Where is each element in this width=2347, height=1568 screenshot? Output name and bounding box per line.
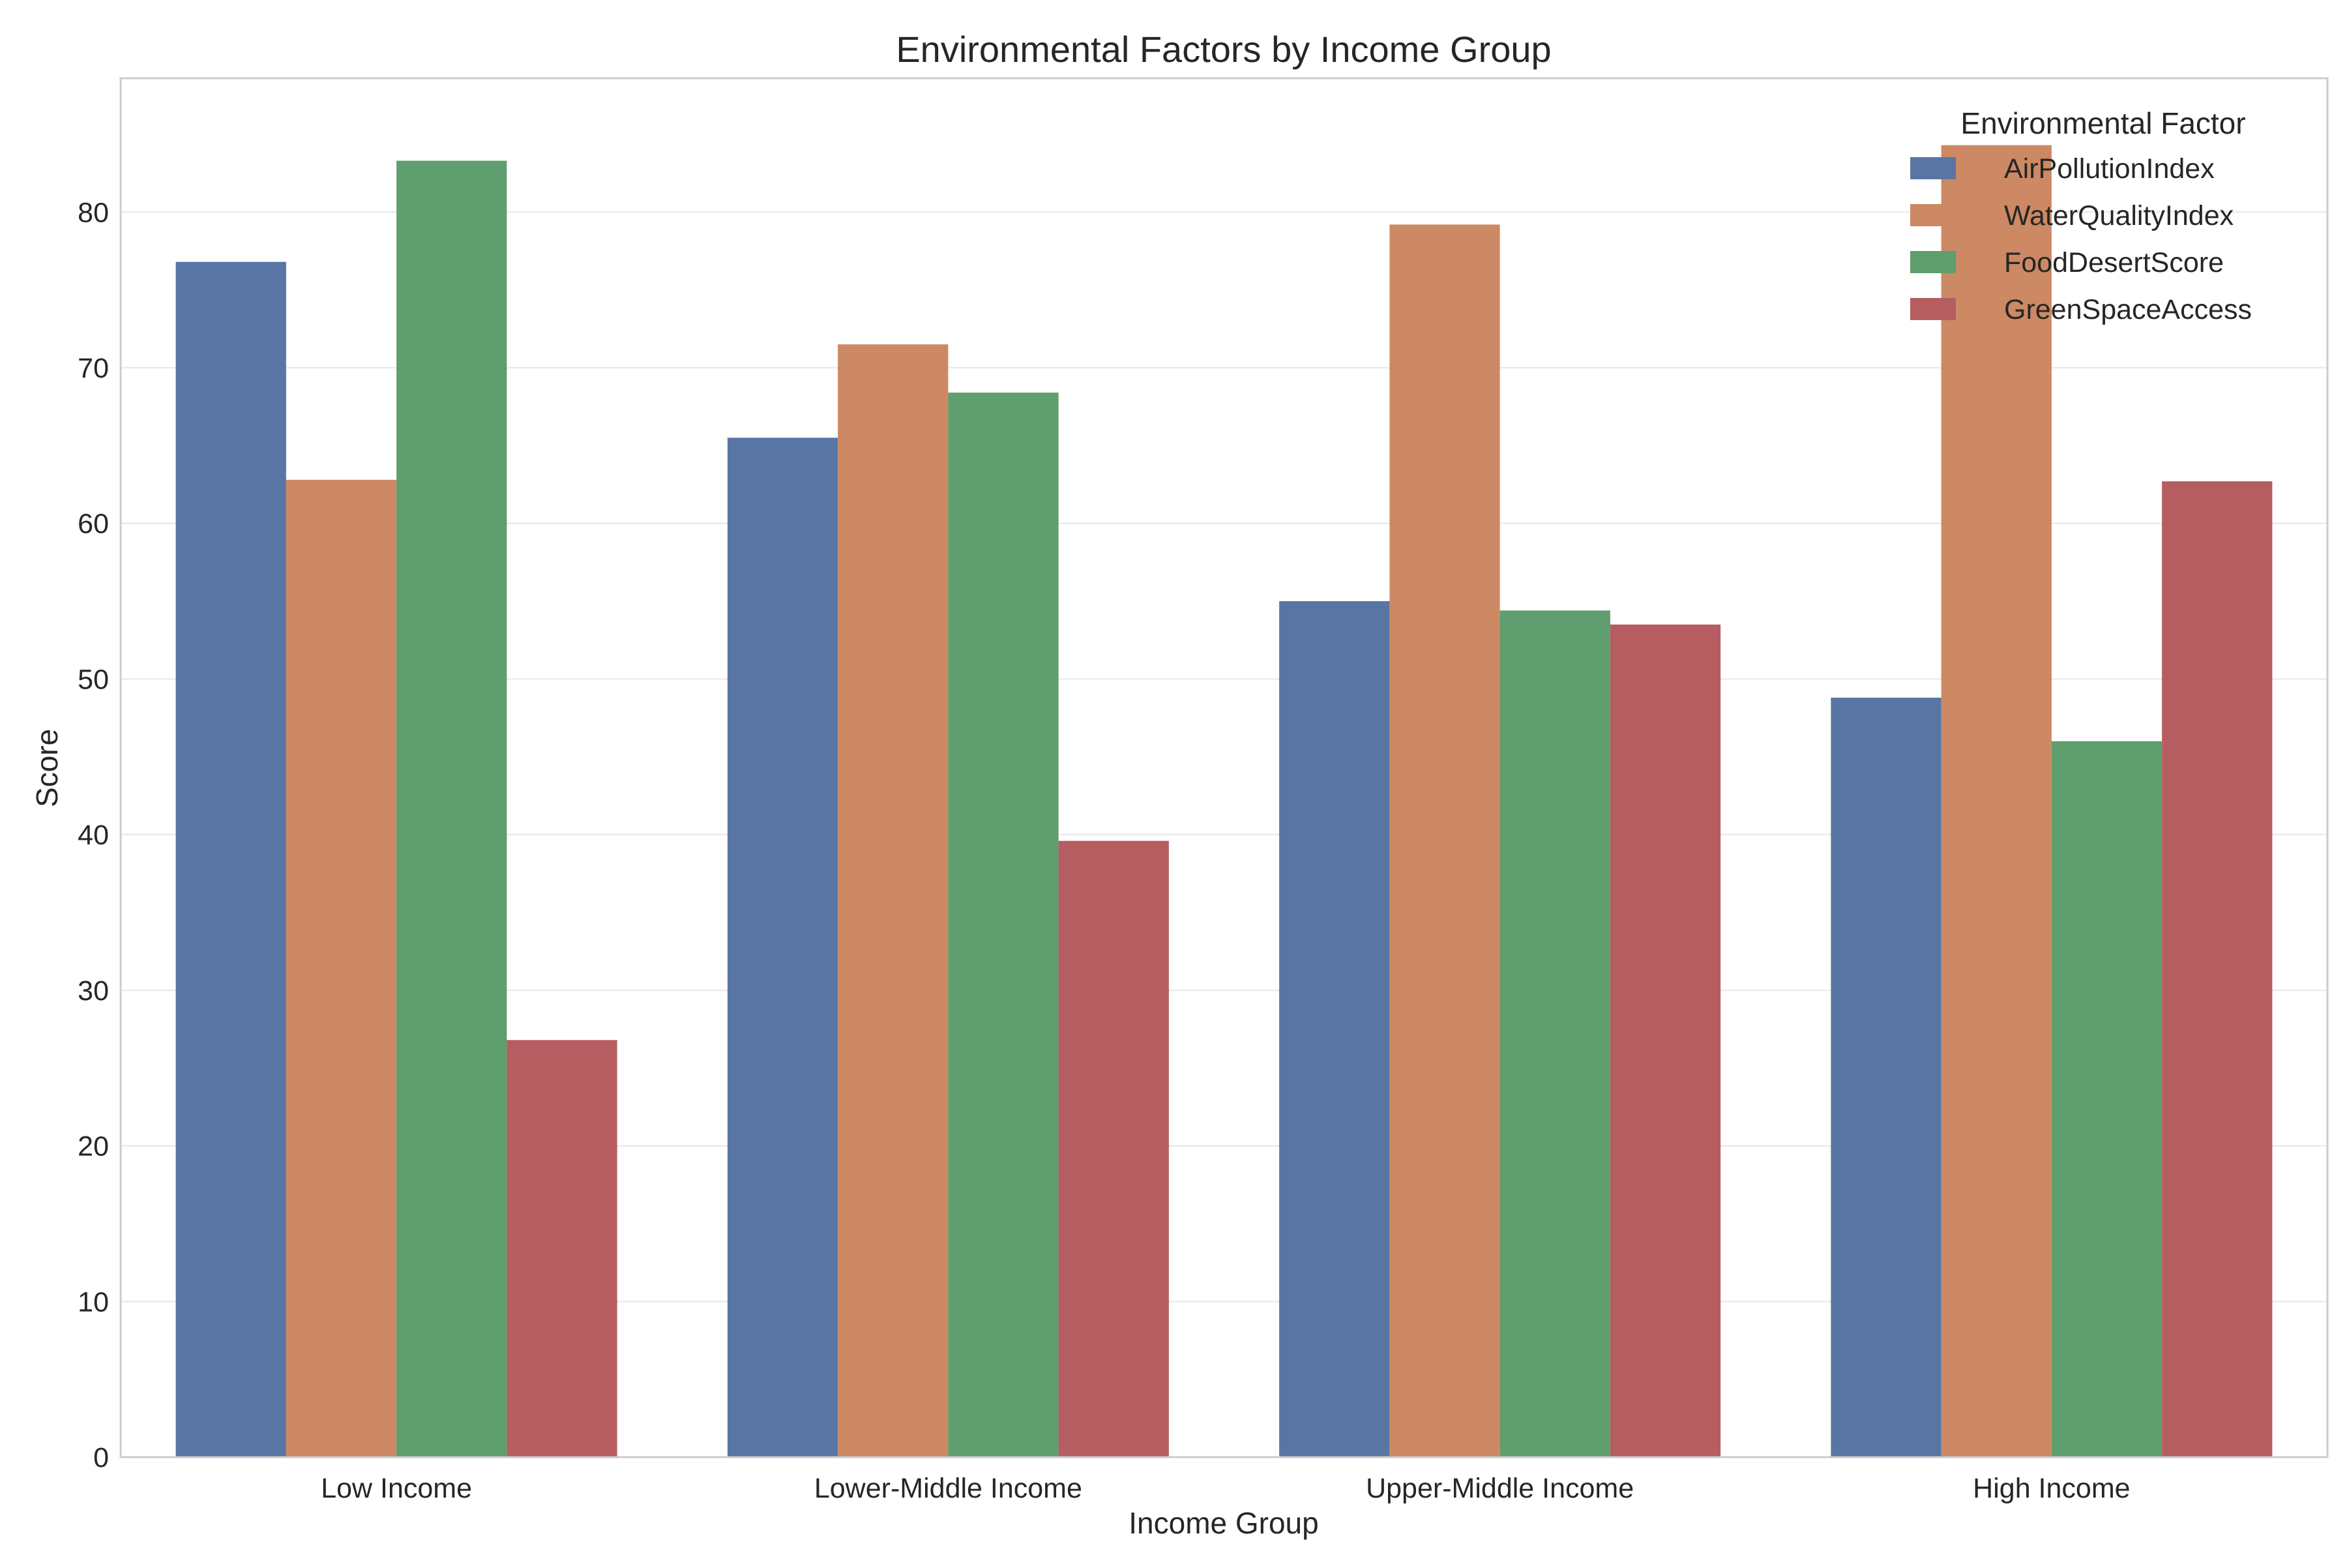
legend-swatch [1910,204,1956,226]
bar-waterqualityindex-low-income [286,479,397,1457]
bar-airpollutionindex-lower-middle-income [727,437,838,1458]
chart-title: Environmental Factors by Income Group [896,29,1551,70]
bar-fooddesertscore-high-income [2051,741,2162,1457]
y-tick-label: 60 [78,509,109,540]
legend-swatch [1910,298,1956,320]
legend-label: WaterQualityIndex [2004,200,2234,231]
bar-airpollutionindex-upper-middle-income [1279,601,1390,1458]
bar-waterqualityindex-high-income [1941,145,2052,1457]
x-axis-ticks: Low Income Lower-Middle Income Upper-Middl… [321,1473,2130,1504]
legend-title: Environmental Factor [1960,106,2245,140]
y-tick-label: 40 [78,820,109,851]
y-tick-label: 70 [78,353,109,384]
x-tick-label: Low Income [321,1473,472,1504]
x-axis-label: Income Group [1129,1506,1318,1540]
plot-frame [119,77,2329,1458]
y-tick-label: 30 [78,975,109,1007]
x-tick-label: Lower-Middle Income [814,1473,1082,1504]
bar-fooddesertscore-low-income [396,160,507,1457]
bar-fooddesertscore-upper-middle-income [1499,610,1610,1457]
y-tick-label: 50 [78,664,109,695]
bar-airpollutionindex-high-income [1831,698,1941,1457]
y-tick-label: 10 [78,1286,109,1318]
y-axis-ticks: 0 10 20 30 40 50 60 70 80 [78,197,109,1473]
bar-greenspaceaccess-low-income [507,1040,617,1457]
legend-label: AirPollutionIndex [2004,153,2215,185]
legend: Environmental Factor AirPollutionIndex Wa… [1910,106,2252,325]
bars [175,145,2273,1458]
y-tick-label: 80 [78,197,109,228]
legend-swatch [1910,251,1956,273]
bar-waterqualityindex-lower-middle-income [838,344,949,1458]
bar-greenspaceaccess-lower-middle-income [1058,840,1169,1457]
x-tick-label: Upper-Middle Income [1366,1473,1634,1504]
y-tick-label: 0 [93,1442,109,1473]
y-axis-label: Score [30,729,64,807]
bar-greenspaceaccess-upper-middle-income [1610,624,1721,1457]
bar-waterqualityindex-upper-middle-income [1389,224,1500,1458]
legend-label: FoodDesertScore [2004,247,2224,278]
legend-label: GreenSpaceAccess [2004,294,2252,325]
x-tick-label: High Income [1973,1473,2130,1504]
legend-swatch [1910,157,1956,179]
bar-airpollutionindex-low-income [175,261,286,1458]
bar-greenspaceaccess-high-income [2162,481,2273,1457]
y-tick-label: 20 [78,1131,109,1162]
bar-fooddesertscore-lower-middle-income [948,392,1059,1457]
